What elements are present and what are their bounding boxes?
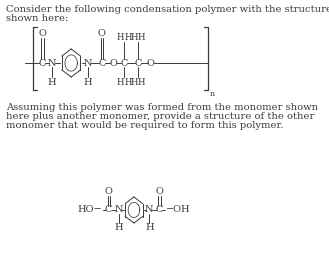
Text: C: C xyxy=(120,59,128,68)
Text: C: C xyxy=(98,59,106,68)
Text: O: O xyxy=(98,28,106,38)
Text: N: N xyxy=(84,59,92,68)
Text: H: H xyxy=(124,32,132,41)
Text: H: H xyxy=(48,77,56,87)
Text: O: O xyxy=(105,186,113,196)
Text: O: O xyxy=(38,28,46,38)
Text: O: O xyxy=(155,186,163,196)
Text: HO−: HO− xyxy=(77,205,102,214)
Text: H: H xyxy=(145,224,154,233)
Text: C: C xyxy=(105,205,113,214)
Text: C: C xyxy=(156,205,163,214)
Text: n: n xyxy=(210,90,215,98)
Text: N: N xyxy=(114,205,123,214)
Text: H: H xyxy=(116,32,124,41)
Text: Assuming this polymer was formed from the monomer shown: Assuming this polymer was formed from th… xyxy=(6,103,318,112)
Text: H: H xyxy=(84,77,92,87)
Text: H: H xyxy=(138,77,145,87)
Text: C: C xyxy=(134,59,141,68)
Text: monomer that would be required to form this polymer.: monomer that would be required to form t… xyxy=(6,121,284,130)
Text: H: H xyxy=(114,224,123,233)
Text: N: N xyxy=(48,59,56,68)
Text: H: H xyxy=(116,77,124,87)
Text: H: H xyxy=(138,32,145,41)
Text: −OH: −OH xyxy=(166,205,191,214)
Text: H: H xyxy=(130,32,138,41)
Text: Consider the following condensation polymer with the structure: Consider the following condensation poly… xyxy=(6,5,329,14)
Text: O: O xyxy=(109,59,117,68)
Text: H: H xyxy=(130,77,138,87)
Text: H: H xyxy=(124,77,132,87)
Text: C: C xyxy=(38,59,46,68)
Text: O: O xyxy=(147,59,155,68)
Text: N: N xyxy=(145,205,153,214)
Text: shown here:: shown here: xyxy=(6,14,68,23)
Text: here plus another monomer, provide a structure of the other: here plus another monomer, provide a str… xyxy=(6,112,315,121)
